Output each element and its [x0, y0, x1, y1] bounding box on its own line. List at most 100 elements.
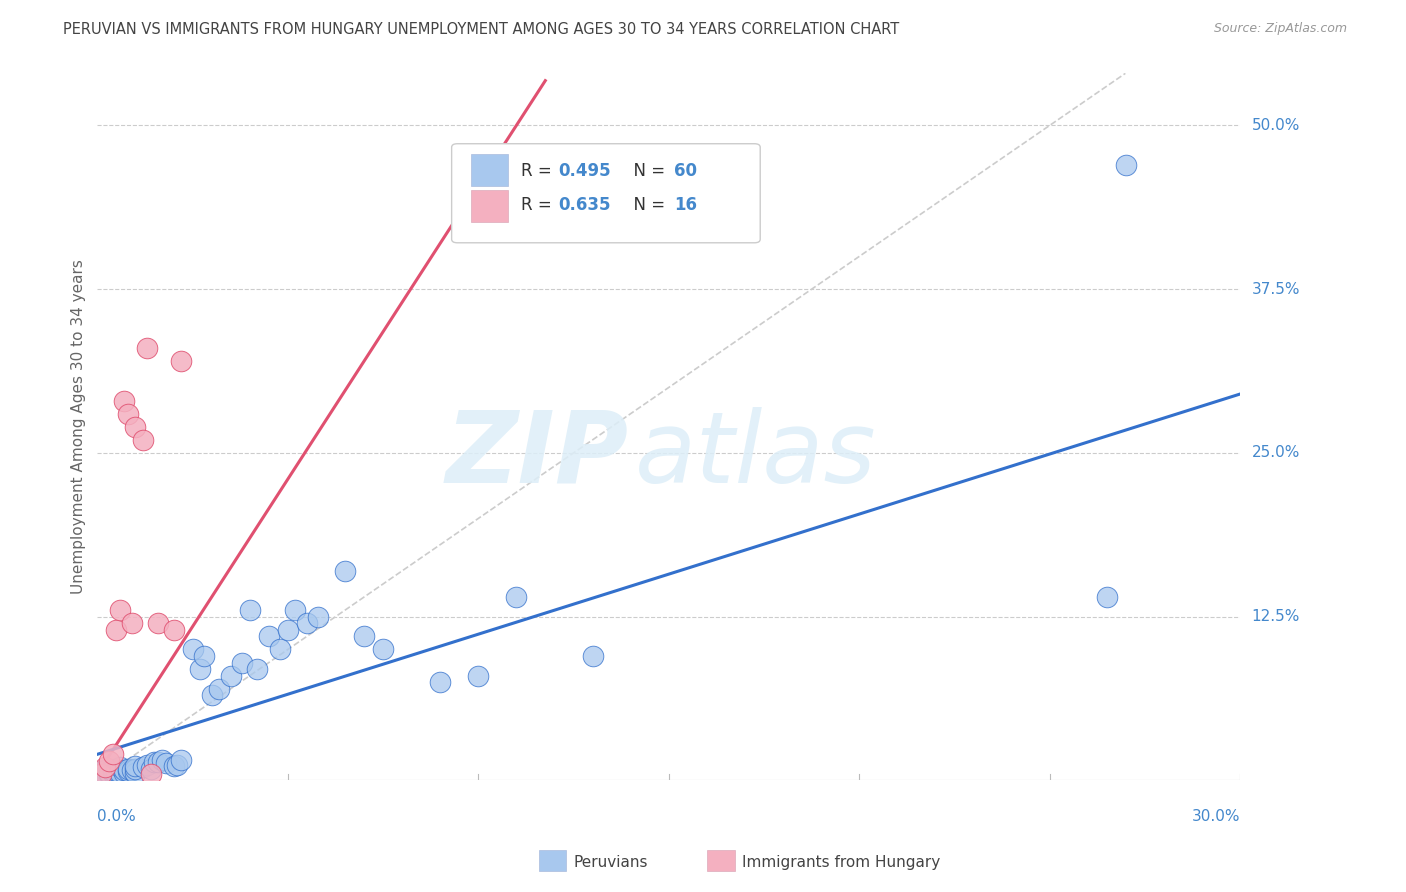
Point [371, 642, 394, 657]
Point [97, 765, 120, 780]
Point [135, 341, 157, 355]
Point [112, 393, 135, 408]
Point [139, 762, 162, 776]
Point [105, 763, 128, 777]
Text: 0.0%: 0.0% [97, 809, 136, 824]
Point [105, 764, 128, 779]
Point [139, 767, 162, 781]
Point [105, 767, 128, 781]
Point [101, 747, 124, 762]
Point [132, 760, 155, 774]
Point [117, 764, 139, 779]
Point [112, 765, 135, 780]
Point [101, 764, 124, 779]
Point [239, 603, 262, 617]
Point [124, 765, 146, 780]
Point [121, 763, 143, 777]
Point [505, 590, 527, 604]
Point [90, 767, 112, 781]
Point [90, 768, 112, 782]
Point [94, 763, 117, 777]
Y-axis label: Unemployment Among Ages 30 to 34 years: Unemployment Among Ages 30 to 34 years [72, 260, 86, 594]
Point [307, 609, 329, 624]
FancyBboxPatch shape [471, 190, 508, 221]
Point [231, 656, 253, 670]
Point [1115, 158, 1137, 172]
Text: N =: N = [623, 196, 671, 214]
Text: 37.5%: 37.5% [1251, 282, 1301, 297]
Text: 0.495: 0.495 [558, 161, 610, 179]
Point [90, 767, 112, 781]
Point [112, 763, 135, 777]
Point [132, 433, 155, 447]
FancyBboxPatch shape [451, 144, 761, 243]
Text: Immigrants from Hungary: Immigrants from Hungary [742, 855, 941, 870]
Point [143, 755, 166, 769]
Point [94, 767, 117, 781]
Text: 30.0%: 30.0% [1192, 809, 1240, 824]
Point [124, 762, 146, 776]
Point [284, 603, 307, 617]
Point [97, 767, 120, 781]
Point [101, 762, 124, 776]
Point [188, 662, 211, 676]
Point [181, 642, 204, 657]
Point [90, 764, 112, 779]
Point [257, 629, 280, 643]
Text: 25.0%: 25.0% [1251, 445, 1301, 460]
Point [295, 616, 318, 631]
Point [150, 752, 173, 766]
Point [94, 768, 117, 782]
Point [277, 623, 299, 637]
Point [193, 648, 215, 663]
Point [1095, 590, 1118, 604]
Point [170, 752, 193, 766]
Point [117, 407, 139, 421]
Point [124, 759, 146, 773]
Text: Source: ZipAtlas.com: Source: ZipAtlas.com [1213, 22, 1347, 36]
Point [581, 648, 603, 663]
Point [219, 668, 242, 682]
Point [429, 675, 451, 690]
Point [208, 681, 231, 696]
Point [135, 757, 157, 772]
Point [94, 765, 117, 780]
Point [170, 354, 193, 368]
Point [108, 765, 131, 780]
Point [121, 616, 143, 631]
Text: N =: N = [623, 161, 671, 179]
Point [467, 668, 489, 682]
Point [333, 564, 356, 578]
Point [148, 616, 170, 631]
Text: 0.635: 0.635 [558, 196, 610, 214]
Point [246, 662, 269, 676]
Text: PERUVIAN VS IMMIGRANTS FROM HUNGARY UNEMPLOYMENT AMONG AGES 30 TO 34 YEARS CORRE: PERUVIAN VS IMMIGRANTS FROM HUNGARY UNEM… [63, 22, 900, 37]
Point [162, 623, 184, 637]
Point [97, 764, 120, 779]
Point [94, 760, 117, 774]
Point [105, 623, 128, 637]
Point [148, 755, 170, 769]
Text: 16: 16 [675, 196, 697, 214]
Point [101, 765, 124, 780]
FancyBboxPatch shape [471, 154, 508, 186]
Point [353, 629, 375, 643]
Text: R =: R = [522, 161, 557, 179]
Point [117, 762, 139, 776]
Point [269, 642, 291, 657]
Text: 50.0%: 50.0% [1251, 118, 1301, 133]
Point [124, 419, 146, 434]
Point [108, 603, 131, 617]
Point [166, 757, 188, 772]
Point [97, 754, 120, 768]
Text: ZIP: ZIP [446, 407, 628, 504]
Text: R =: R = [522, 196, 557, 214]
Text: Peruvians: Peruvians [574, 855, 648, 870]
Point [155, 756, 177, 771]
Text: atlas: atlas [634, 407, 876, 504]
Point [162, 759, 184, 773]
Point [108, 760, 131, 774]
Text: 60: 60 [675, 161, 697, 179]
Point [201, 689, 224, 703]
Text: 12.5%: 12.5% [1251, 609, 1301, 624]
